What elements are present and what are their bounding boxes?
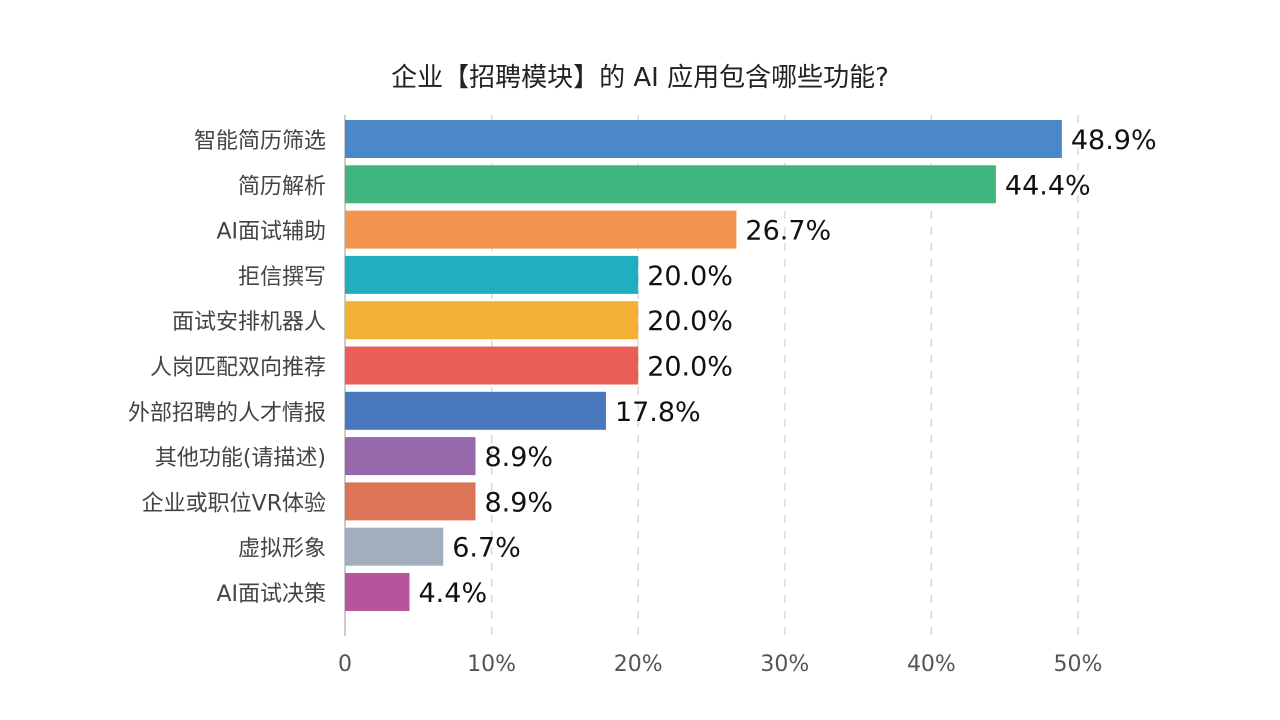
category-label: 其他功能(请描述) (155, 446, 326, 471)
bar (345, 255, 639, 294)
x-tick-label: 20% (614, 652, 663, 677)
data-label: 4.4% (419, 578, 488, 609)
data-label: 8.9% (484, 487, 553, 518)
data-label: 20.0% (647, 352, 733, 383)
bar (345, 437, 476, 476)
bar (345, 165, 996, 204)
bar (345, 527, 444, 566)
category-label: 人岗匹配双向推荐 (150, 356, 326, 381)
data-label: 20.0% (647, 306, 733, 337)
category-label: 简历解析 (238, 174, 326, 199)
chart-title: 企业【招聘模块】的 AI 应用包含哪些功能? (391, 63, 889, 93)
category-label: 智能简历筛选 (194, 129, 326, 154)
data-label: 20.0% (647, 261, 733, 292)
x-tick-label: 0 (338, 652, 352, 677)
category-label: 虚拟形象 (238, 537, 326, 562)
category-label: AI面试决策 (216, 582, 326, 607)
data-label: 8.9% (484, 442, 553, 473)
bar (345, 120, 1062, 158)
bar (345, 391, 606, 430)
category-label: 面试安排机器人 (172, 310, 326, 335)
bar (345, 482, 476, 521)
bar (345, 210, 737, 249)
x-tick-label: 40% (907, 652, 956, 677)
x-tick-label: 10% (467, 652, 516, 677)
bar (345, 301, 639, 340)
data-label: 17.8% (615, 397, 701, 428)
category-label: 外部招聘的人才情报 (128, 401, 326, 426)
bar (345, 346, 639, 385)
data-label: 26.7% (745, 216, 831, 247)
category-label: 企业或职位VR体验 (142, 491, 326, 516)
x-tick-label: 30% (760, 652, 809, 677)
data-label: 44.4% (1005, 170, 1091, 201)
data-label: 48.9% (1071, 125, 1157, 156)
data-label: 6.7% (452, 533, 521, 564)
category-label: AI面试辅助 (216, 220, 326, 245)
bar (345, 573, 410, 611)
x-tick-label: 50% (1054, 652, 1103, 677)
category-label: 拒信撰写 (238, 265, 326, 290)
